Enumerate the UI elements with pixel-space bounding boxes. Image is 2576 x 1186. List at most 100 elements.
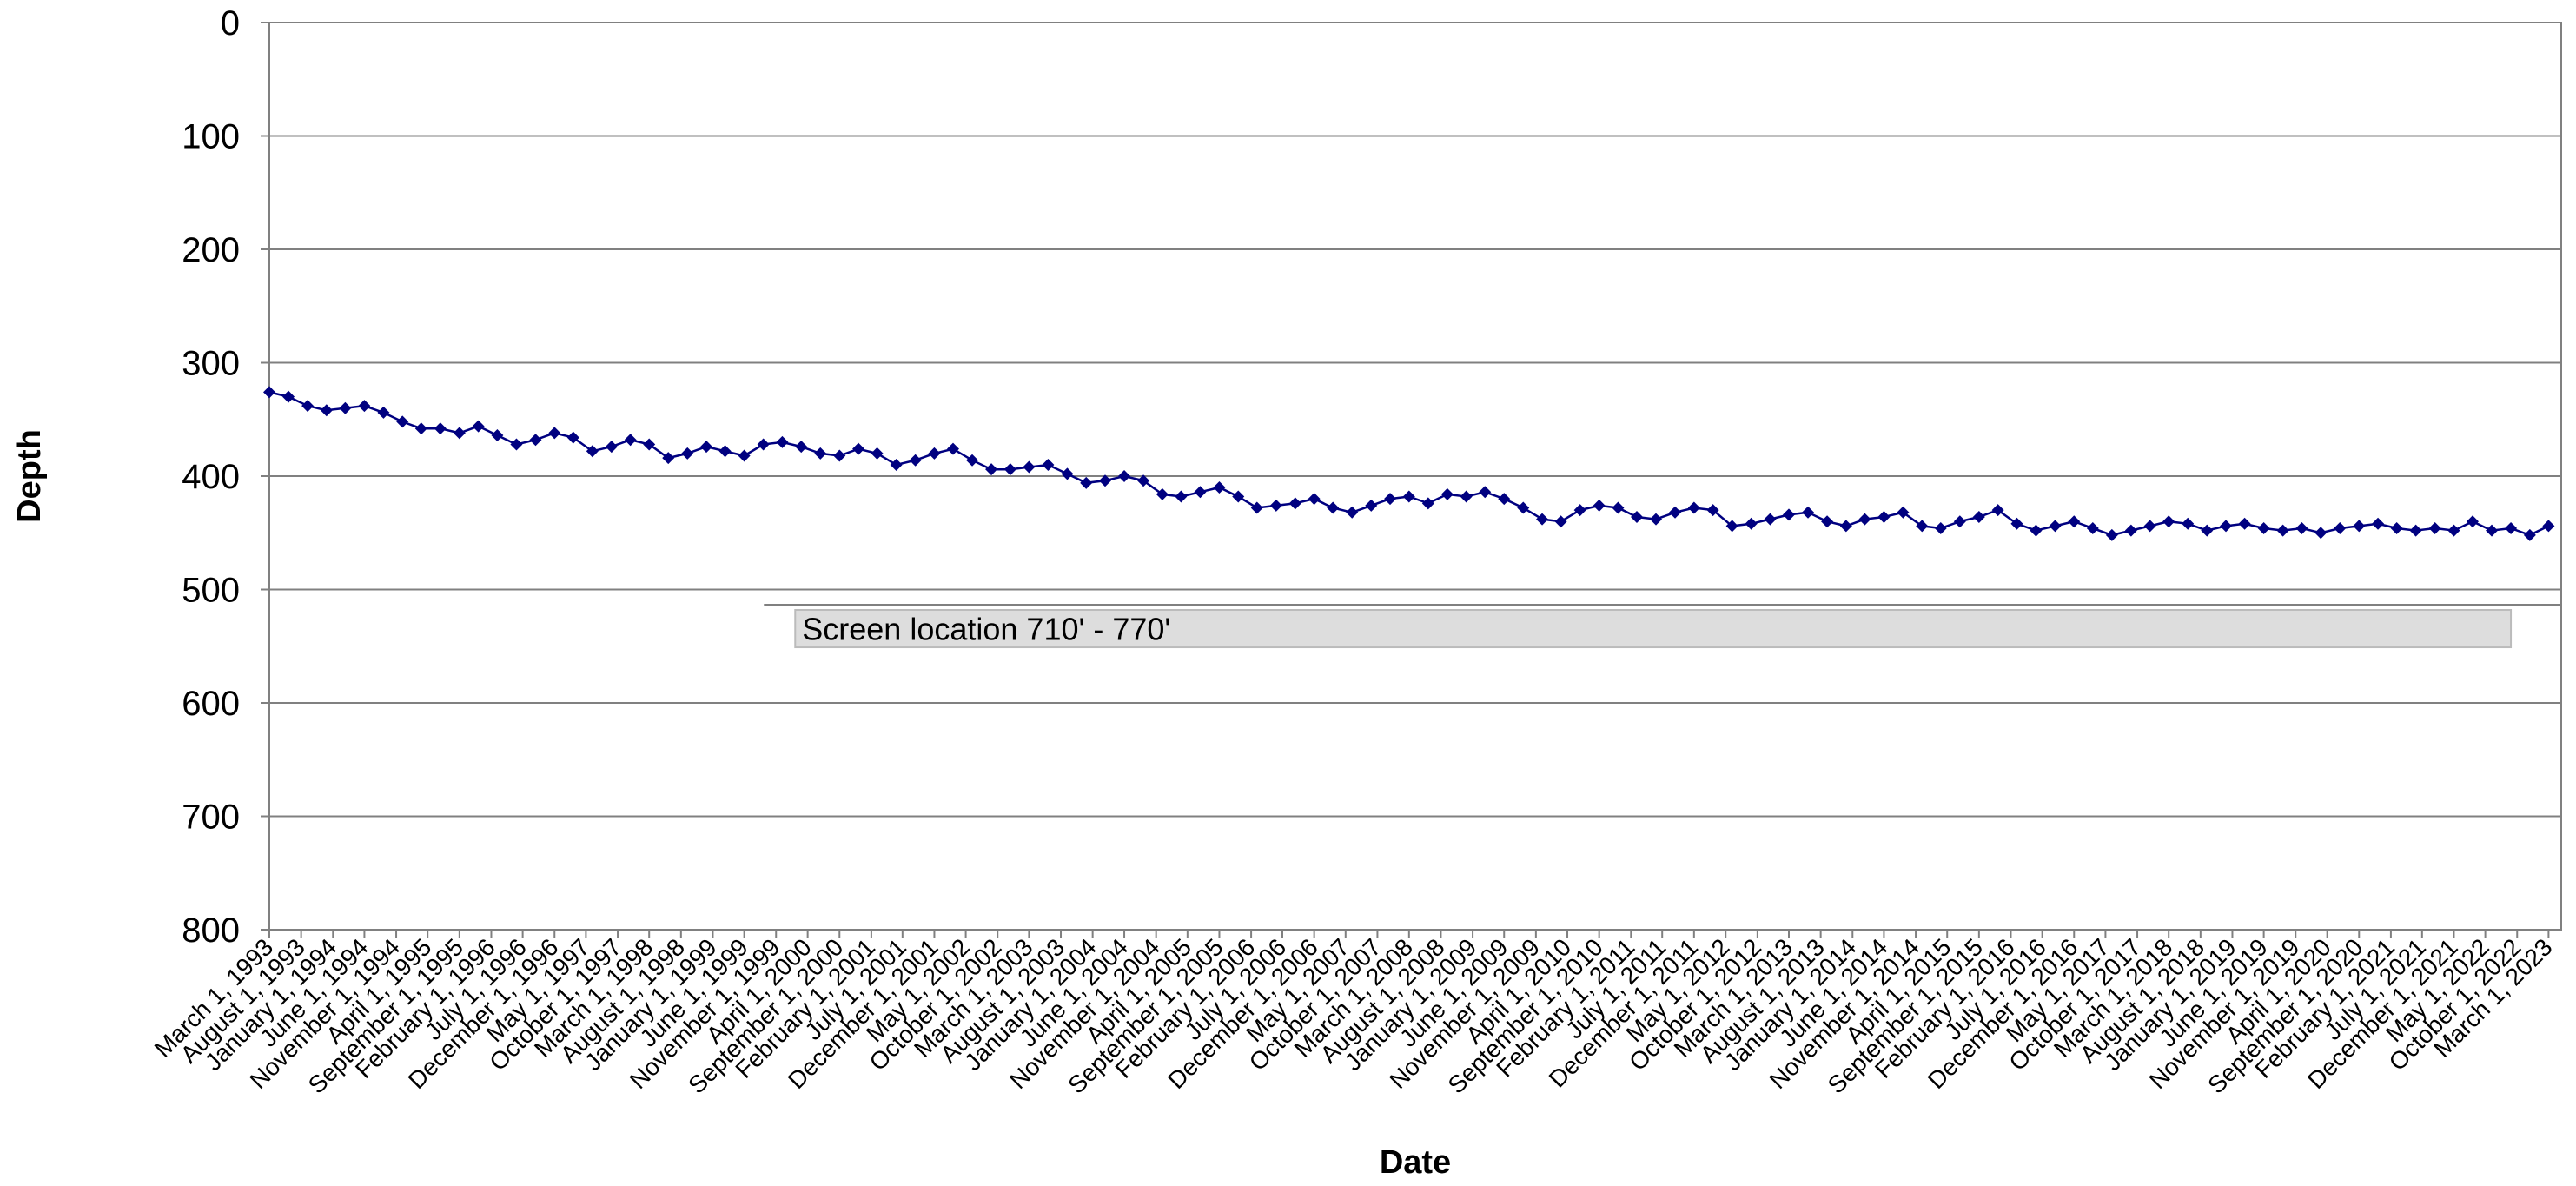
series-line [268, 391, 2549, 537]
data-point [1327, 501, 1340, 514]
annotation-label: Screen location 710' - 770' [802, 612, 1170, 647]
data-point [2030, 524, 2043, 537]
data-point [1802, 506, 1815, 519]
y-tick-label: 100 [182, 118, 240, 156]
data-point [586, 445, 599, 458]
data-point [472, 420, 485, 433]
data-point [1156, 487, 1169, 500]
data-point [1764, 513, 1777, 526]
data-point [1593, 499, 1606, 512]
annotation: Screen location 710' - 770' [764, 603, 2561, 649]
data-point [566, 431, 579, 444]
data-point [2486, 524, 2499, 537]
data-point [624, 434, 637, 447]
data-point [1061, 467, 1074, 480]
data-point [301, 400, 315, 413]
depth-series [263, 386, 2555, 541]
data-point [1365, 499, 1378, 512]
data-point [1554, 515, 1567, 528]
data-point [795, 441, 808, 454]
data-point [700, 441, 713, 454]
data-point [1346, 506, 1359, 519]
data-point [2542, 520, 2555, 533]
data-point [985, 463, 998, 476]
y-tick-label: 500 [182, 572, 240, 610]
data-point [928, 447, 941, 460]
data-point [377, 406, 390, 419]
data-point [434, 422, 447, 435]
data-point [2314, 527, 2328, 540]
data-point [2372, 517, 2385, 530]
data-point [1308, 493, 1321, 506]
data-point [1402, 490, 1415, 503]
data-point [1953, 515, 1966, 528]
data-point [1858, 513, 1871, 526]
data-point [1573, 504, 1586, 517]
data-point [776, 435, 789, 448]
y-tick-label: 800 [182, 911, 240, 950]
data-point [510, 438, 523, 451]
data-point [718, 445, 732, 458]
data-point [605, 441, 618, 454]
data-point [2105, 528, 2118, 541]
data-point [2353, 520, 2366, 533]
data-point [1669, 506, 1682, 519]
data-point [1421, 497, 1434, 510]
data-point [1897, 506, 1910, 519]
x-axis-title: Date [1380, 1144, 1451, 1181]
data-point [738, 449, 751, 462]
data-point [1783, 508, 1796, 521]
y-tick-label: 400 [182, 458, 240, 496]
data-point [2086, 522, 2099, 535]
data-point [1839, 520, 1852, 533]
data-point [2201, 524, 2214, 537]
data-point [2276, 524, 2289, 537]
data-point [2428, 522, 2441, 535]
data-point [358, 400, 371, 413]
data-point [890, 458, 903, 471]
data-point [1250, 501, 1263, 514]
data-point [1630, 510, 1643, 523]
data-point [282, 390, 295, 403]
y-tick-label: 300 [182, 345, 240, 383]
y-tick-label: 0 [221, 4, 240, 43]
data-point [1384, 493, 1397, 506]
data-point [2143, 520, 2156, 533]
data-point [2010, 517, 2023, 530]
data-point [1612, 501, 1625, 514]
data-point [1460, 490, 1473, 503]
data-point [643, 438, 656, 451]
data-point [814, 447, 827, 460]
y-tick-label: 200 [182, 231, 240, 269]
data-point [1972, 510, 1985, 523]
data-point [1269, 499, 1282, 512]
data-point [1194, 486, 1207, 499]
data-point [1706, 504, 1719, 517]
data-point [1175, 490, 1188, 503]
data-point [1479, 486, 1492, 499]
data-point [1687, 501, 1700, 514]
data-point [1003, 463, 1016, 476]
data-point [2334, 522, 2347, 535]
y-tick-label: 700 [182, 798, 240, 837]
data-point [662, 452, 675, 465]
grid-lines [269, 22, 2561, 931]
data-point [2295, 522, 2308, 535]
data-point [946, 442, 959, 455]
data-point [2505, 522, 2518, 535]
data-point [871, 447, 884, 460]
data-point [833, 449, 846, 462]
data-point [2068, 515, 2081, 528]
data-point [1517, 501, 1530, 514]
y-tick-label: 600 [182, 685, 240, 723]
data-point [414, 422, 427, 435]
data-point [1498, 493, 1511, 506]
data-point [453, 427, 466, 440]
data-point [1213, 481, 1226, 494]
data-point [2124, 524, 2137, 537]
data-point [1877, 510, 1891, 523]
data-point [1023, 460, 1036, 474]
data-point [1536, 513, 1549, 526]
